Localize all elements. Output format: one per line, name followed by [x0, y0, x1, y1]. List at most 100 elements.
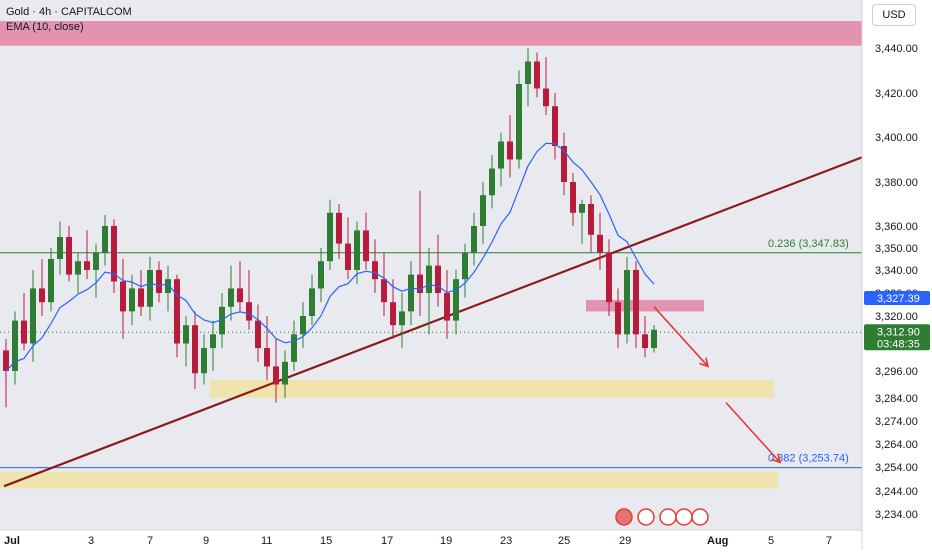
candle-body — [462, 252, 468, 280]
candle-body — [507, 141, 513, 160]
candle-body — [300, 316, 306, 335]
candle-body — [291, 334, 297, 362]
ascending-trendline[interactable] — [3, 153, 869, 488]
zone-supply-1 — [586, 299, 704, 312]
candle-body — [363, 230, 369, 262]
candle-body — [489, 168, 495, 196]
candle-body — [3, 350, 9, 371]
candle-body — [516, 84, 522, 160]
time-axis-background[interactable] — [0, 530, 862, 550]
candle-body — [138, 288, 144, 307]
candle-body — [399, 311, 405, 326]
candle-body — [237, 288, 243, 303]
projection-arrow-1[interactable] — [725, 402, 781, 463]
fib-label-1: 0.382 (3,253.74) — [768, 453, 849, 465]
economic-event-icon[interactable] — [691, 508, 709, 526]
candle-body — [633, 270, 639, 335]
time-tick-label: 17 — [381, 535, 393, 547]
annotations-layer — [615, 306, 782, 526]
candle-body — [57, 237, 63, 259]
price-tick-label: 3,274.00 — [875, 416, 918, 428]
candle-body — [210, 334, 216, 349]
price-tag-countdown: 03:48:35 — [877, 338, 920, 350]
price-tick-label: 3,360.00 — [875, 221, 918, 233]
price-tag-price[interactable] — [864, 324, 930, 351]
candle-body — [561, 146, 567, 182]
candle-body — [75, 261, 81, 275]
price-tick-label: 3,380.00 — [875, 177, 918, 189]
price-tick-label: 3,320.00 — [875, 311, 918, 323]
candle-body — [552, 106, 558, 146]
zone-support-3 — [0, 471, 778, 489]
candle-body — [606, 252, 612, 303]
price-tick-label: 3,400.00 — [875, 132, 918, 144]
time-axis[interactable]: Jul 3 7 9 11 15 17 19 23 25 29 Aug 5 7 — [4, 535, 832, 547]
price-tick-label: 3,284.00 — [875, 393, 918, 405]
price-axis[interactable]: 3,234.00 3,244.00 3,254.00 3,264.00 3,274.00… — [875, 43, 918, 521]
candle-body — [426, 265, 432, 293]
candle-body — [651, 329, 657, 349]
time-tick-label: 7 — [147, 535, 153, 547]
symbol-title[interactable]: Gold · 4h · CAPITALCOM — [6, 6, 132, 18]
candle-body — [354, 230, 360, 270]
candle-body — [30, 288, 36, 344]
candle-body — [48, 259, 54, 303]
candle-body — [174, 279, 180, 344]
projection-arrowhead-1 — [771, 453, 782, 464]
candle-body — [255, 320, 261, 349]
candle-body — [471, 226, 477, 253]
candle-body — [381, 279, 387, 303]
candle-body — [282, 361, 288, 385]
candle-body — [273, 366, 279, 385]
candle-body — [129, 288, 135, 312]
candle-body — [84, 261, 90, 270]
candle-body — [309, 288, 315, 316]
price-tick-label: 3,340.00 — [875, 265, 918, 277]
projection-arrow-0[interactable] — [653, 306, 709, 367]
price-tag-ema[interactable] — [864, 291, 930, 306]
price-tick-label: 3,254.00 — [875, 462, 918, 474]
chart-legend: Gold · 4h · CAPITALCOM EMA (10, close) — [6, 5, 132, 35]
economic-event-icon[interactable] — [615, 508, 633, 526]
currency-button[interactable]: USD — [872, 4, 916, 26]
candle-body — [615, 302, 621, 335]
candle-body — [264, 348, 270, 367]
price-tick-label: 3,350.00 — [875, 243, 918, 255]
time-tick-label: 3 — [88, 535, 94, 547]
candle-body — [345, 243, 351, 270]
candle-body — [534, 61, 540, 89]
candle-body — [579, 204, 585, 213]
candle-body — [417, 274, 423, 293]
lines-layer: 0.236 (3,347.83) 0.382 (3,253.74) — [0, 153, 869, 488]
price-axis-background[interactable] — [862, 0, 932, 550]
candle-body — [318, 261, 324, 289]
candle-body — [480, 195, 486, 226]
ema-layer — [5, 142, 655, 372]
candle-body — [246, 302, 252, 321]
time-tick-label: Jul — [4, 535, 20, 547]
time-tick-label: 9 — [203, 535, 209, 547]
economic-event-icon[interactable] — [659, 508, 677, 526]
time-tick-label: 15 — [320, 535, 332, 547]
candle-body — [390, 302, 396, 326]
zone-support-2 — [210, 380, 774, 398]
indicator-title[interactable]: EMA (10, close) — [6, 21, 84, 33]
candle-body — [183, 325, 189, 344]
candle-body — [201, 348, 207, 374]
price-tick-label: 3,234.00 — [875, 509, 918, 521]
economic-event-icon[interactable] — [637, 508, 655, 526]
price-tick-label: 3,264.00 — [875, 439, 918, 451]
candles-layer — [3, 48, 657, 408]
price-tick-label: 3,296.00 — [875, 366, 918, 378]
candle-body — [327, 212, 333, 262]
candle-body — [597, 234, 603, 253]
candle-body — [228, 288, 234, 307]
candle-body — [498, 141, 504, 169]
time-tick-label: 19 — [440, 535, 452, 547]
price-tick-label: 3,440.00 — [875, 43, 918, 55]
economic-event-icon[interactable] — [675, 508, 693, 526]
candle-body — [147, 270, 153, 307]
candle-body — [336, 212, 342, 244]
